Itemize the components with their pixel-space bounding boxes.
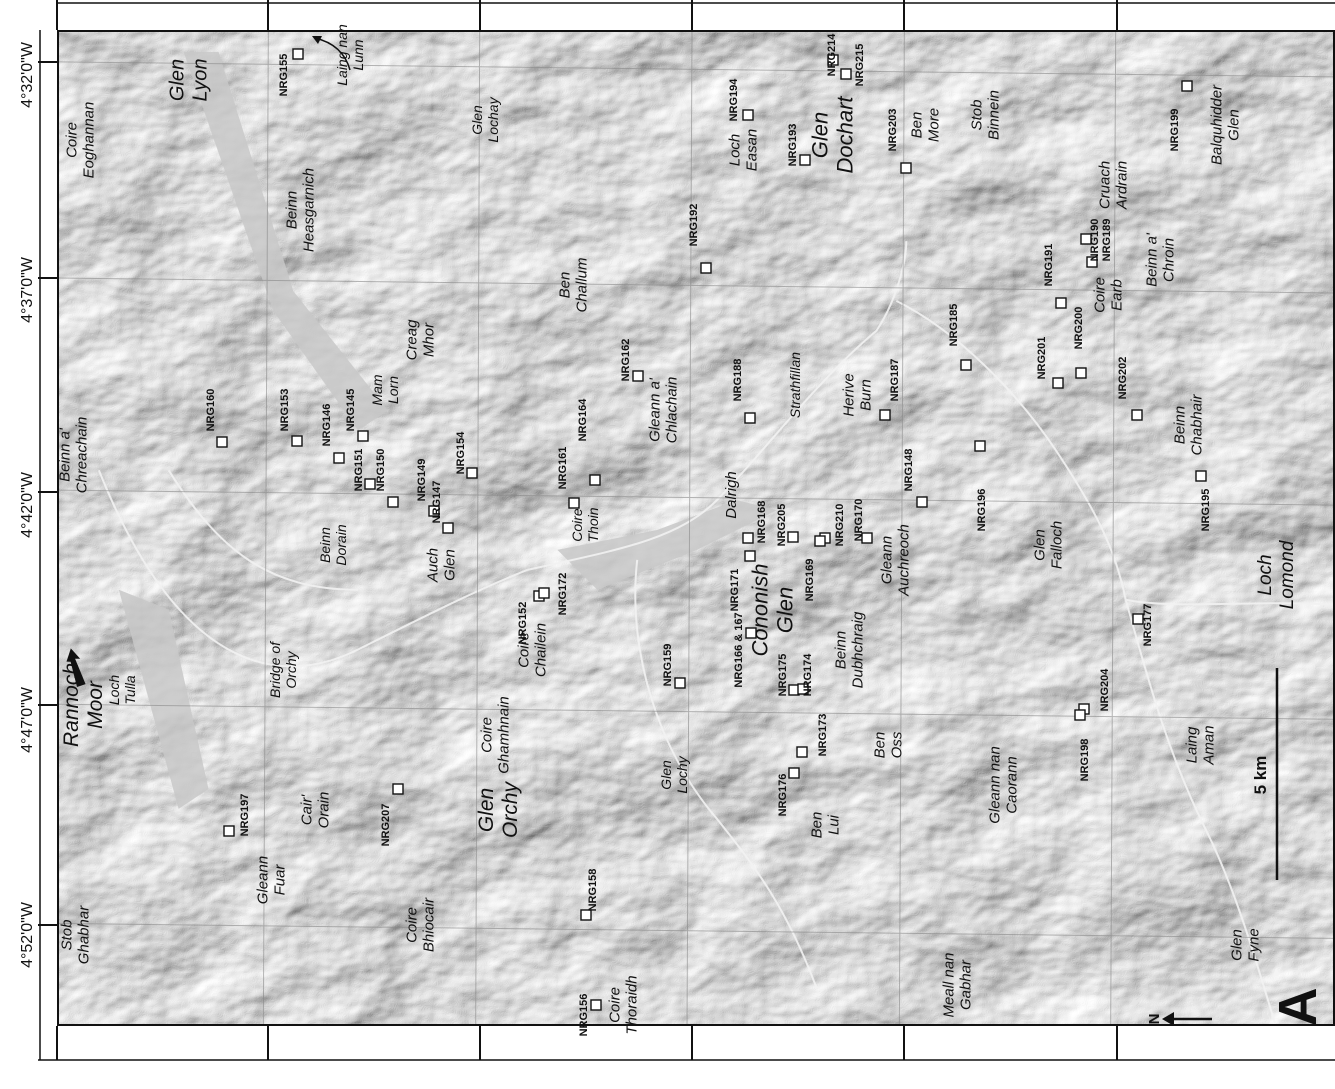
hillshade-terrain xyxy=(59,32,1333,1024)
lon-tick-label: 4°37'0"W xyxy=(19,256,36,323)
frame-ticks-left xyxy=(38,30,57,1060)
valley-floors xyxy=(118,51,777,809)
frame-ticks-top xyxy=(56,0,1335,30)
frame-ticks-bottom xyxy=(38,1026,1335,1061)
lon-tick-label: 4°42'0"W xyxy=(19,471,36,538)
rivers-and-roads xyxy=(97,241,1333,1024)
lon-tick-label: 4°52'0"W xyxy=(19,901,36,968)
map-frame xyxy=(57,30,1335,1026)
lon-tick-label: 4°32'0"W xyxy=(19,41,36,108)
lon-tick-label: 4°47'0"W xyxy=(19,686,36,753)
longitude-labels: 4°32'0"W 4°37'0"W 4°42'0"W 4°47'0"W 4°52… xyxy=(19,41,36,968)
graticule xyxy=(59,32,1333,1024)
